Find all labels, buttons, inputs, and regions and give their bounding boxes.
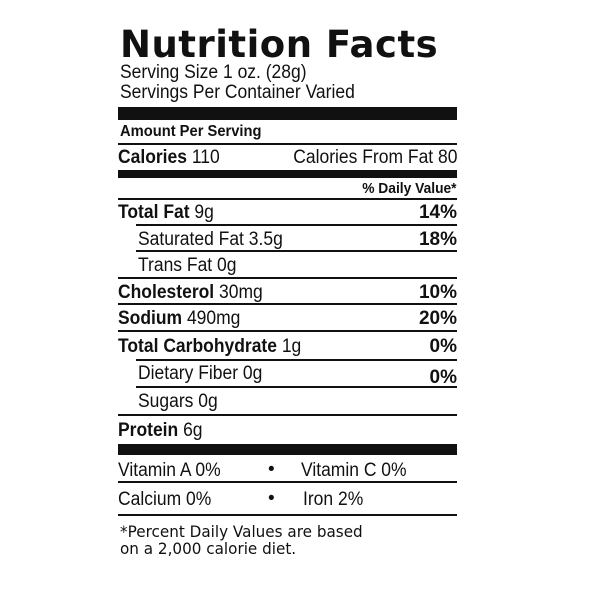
nutrient-label: Dietary Fiber [138,363,239,384]
divider [118,330,457,332]
nutrient-amount: 9g [194,202,214,223]
footnote-line-2: on a 2,000 calorie diet. [120,539,297,558]
thick-divider [118,170,457,178]
thick-divider [118,107,457,120]
calories-label: Calories [118,147,187,168]
nutrient-amount: 6g [183,420,203,441]
divider [136,224,457,226]
nutrient-dv: 20% [418,308,457,329]
nutrient-dv: 10% [418,282,457,303]
divider [118,277,457,279]
nutrient-dv: 0% [429,336,457,357]
nutrient-row-total-fat: Total Fat 9g 14% [118,202,457,224]
nutrient-row-saturated-fat: Saturated Fat 3.5g 18% [118,229,457,251]
daily-value-header-row: % Daily Value* [118,180,457,202]
divider [118,143,457,145]
divider [118,303,457,305]
nutrient-label: Cholesterol [118,282,215,303]
nutrient-amount: 0g [217,255,237,276]
bullet-separator: • [268,459,275,480]
nutrient-amount: 490mg [186,308,241,329]
nutrient-label: Sugars [138,391,194,412]
calcium: Calcium 0% [118,489,212,510]
vitamin-a: Vitamin A 0% [118,460,221,481]
nutrient-row-sodium: Sodium 490mg 20% [118,308,457,330]
nutrient-label: Saturated Fat [138,229,244,250]
divider [136,386,457,388]
thick-divider [118,444,457,455]
nutrient-row-total-carbohydrate: Total Carbohydrate 1g 0% [118,336,457,358]
calories-from-fat: Calories From Fat 80 [292,147,457,168]
nutrient-amount: 3.5g [248,229,283,250]
label-title: Nutrition Facts [120,23,439,66]
nutrient-dv: 0% [429,367,457,388]
divider [118,414,457,416]
nutrient-label: Total Fat [118,202,190,223]
nutrient-amount: 1g [281,336,302,357]
divider [118,198,457,200]
footnote-line-1: *Percent Daily Values are based [120,522,363,541]
calories-value: 110 [191,147,220,168]
nutrient-label: Sodium [118,308,183,329]
nutrient-amount: 0g [198,391,218,412]
nutrient-row-cholesterol: Cholesterol 30mg 10% [118,282,457,304]
nutrient-label: Total Carbohydrate [118,336,277,357]
vitamin-c: Vitamin C 0% [301,460,407,481]
vitamins-row-2: Calcium 0% • Iron 2% [118,489,457,511]
vitamins-row-1: Vitamin A 0% • Vitamin C 0% [118,460,457,482]
servings-per-container: Servings Per Container Varied [120,82,355,103]
nutrient-amount: 30mg [219,282,263,303]
nutrient-label: Protein [118,420,179,441]
serving-size: Serving Size 1 oz. (28g) [120,62,307,83]
divider [136,359,457,361]
nutrient-row-sugars: Sugars 0g [118,391,457,413]
nutrient-amount: 0g [242,363,263,384]
nutrient-row-trans-fat: Trans Fat 0g [118,255,457,277]
iron: Iron 2% [303,489,364,510]
bullet-separator: • [268,488,275,509]
nutrient-label: Trans Fat [138,255,213,276]
nutrient-dv: 14% [418,202,457,223]
calories-row: Calories 110 Calories From Fat 80 [118,147,457,169]
daily-value-header: % Daily Value* [362,180,457,197]
divider [118,514,457,516]
nutrition-label: Nutrition Facts Serving Size 1 oz. (28g)… [118,0,457,600]
nutrient-row-dietary-fiber: Dietary Fiber 0g 0% [118,363,457,388]
nutrient-row-protein: Protein 6g [118,420,457,442]
amount-per-serving: Amount Per Serving [120,123,262,140]
divider [136,250,457,252]
nutrient-dv: 18% [418,229,457,250]
divider [118,481,457,483]
